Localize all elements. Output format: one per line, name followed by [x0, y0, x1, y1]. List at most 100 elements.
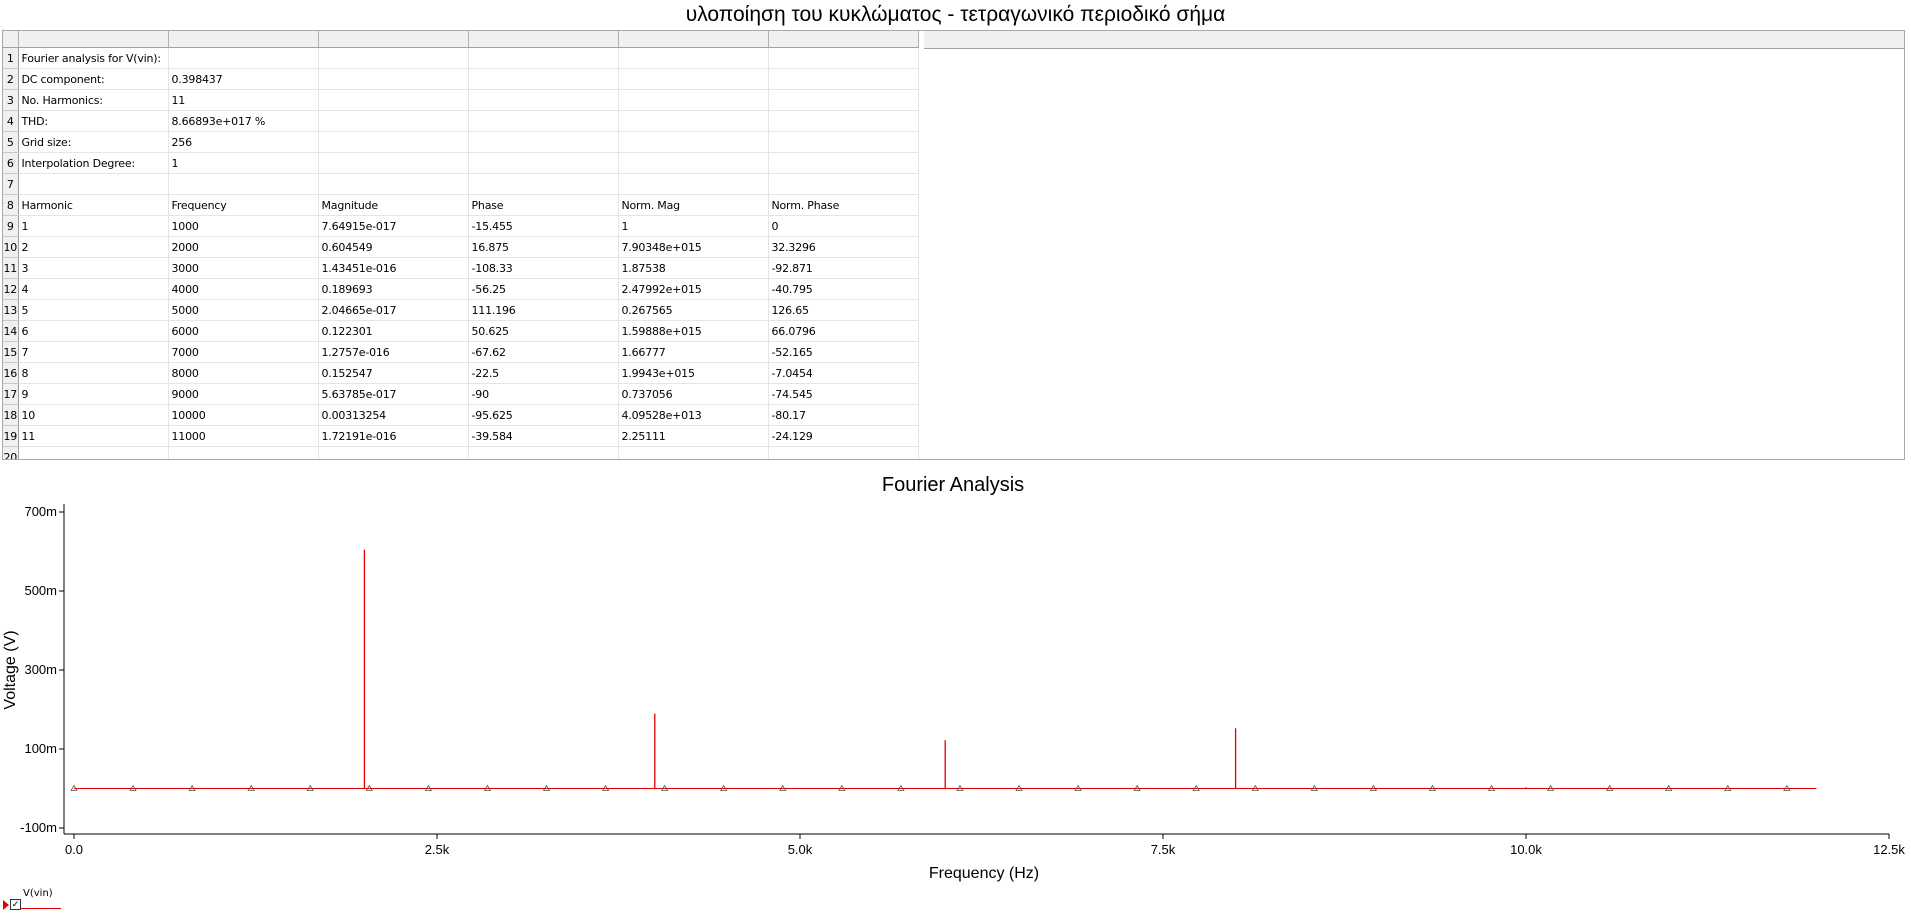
table-cell[interactable]: 3 [18, 257, 169, 279]
row-number[interactable]: 3 [3, 89, 19, 111]
table-cell[interactable]: 66.0796 [768, 320, 919, 342]
row-number[interactable]: 14 [3, 320, 19, 342]
row-number[interactable]: 19 [3, 425, 19, 447]
table-cell[interactable]: -22.5 [468, 362, 619, 384]
table-cell[interactable]: 0.398437 [168, 68, 319, 90]
table-cell[interactable]: Norm. Mag [618, 194, 769, 216]
table-cell[interactable]: 0.737056 [618, 383, 769, 405]
table-cell[interactable]: Fourier analysis for V(vin): [18, 47, 169, 69]
table-cell[interactable]: 2000 [168, 236, 319, 258]
table-cell[interactable]: 4000 [168, 278, 319, 300]
row-number[interactable]: 20 [3, 446, 19, 459]
row-number[interactable]: 1 [3, 47, 19, 69]
column-header[interactable] [168, 31, 319, 48]
table-cell[interactable] [768, 446, 919, 459]
table-cell[interactable] [318, 173, 469, 195]
table-cell[interactable]: 0.604549 [318, 236, 469, 258]
column-header[interactable] [18, 31, 169, 48]
row-number[interactable]: 6 [3, 152, 19, 174]
table-cell[interactable]: -74.545 [768, 383, 919, 405]
row-number[interactable]: 11 [3, 257, 19, 279]
table-cell[interactable]: 7 [18, 341, 169, 363]
table-cell[interactable]: 11000 [168, 425, 319, 447]
row-number[interactable]: 10 [3, 236, 19, 258]
table-cell[interactable]: 4.09528e+013 [618, 404, 769, 426]
table-cell[interactable] [768, 131, 919, 153]
table-cell[interactable]: 2.25111 [618, 425, 769, 447]
table-cell[interactable]: 1.72191e-016 [318, 425, 469, 447]
table-cell[interactable]: 1 [18, 215, 169, 237]
table-cell[interactable]: 9000 [168, 383, 319, 405]
table-cell[interactable] [318, 131, 469, 153]
table-cell[interactable]: 111.196 [468, 299, 619, 321]
table-cell[interactable]: -92.871 [768, 257, 919, 279]
table-cell[interactable]: 2 [18, 236, 169, 258]
row-number[interactable]: 18 [3, 404, 19, 426]
table-cell[interactable]: 11 [168, 89, 319, 111]
table-cell[interactable]: Grid size: [18, 131, 169, 153]
table-cell[interactable]: 1.2757e-016 [318, 341, 469, 363]
table-cell[interactable] [318, 68, 469, 90]
row-number[interactable]: 5 [3, 131, 19, 153]
table-cell[interactable] [618, 173, 769, 195]
table-cell[interactable]: 11 [18, 425, 169, 447]
column-header[interactable] [768, 31, 919, 48]
table-cell[interactable]: 5 [18, 299, 169, 321]
table-cell[interactable] [468, 89, 619, 111]
table-cell[interactable]: Frequency [168, 194, 319, 216]
table-cell[interactable] [768, 152, 919, 174]
row-number[interactable]: 9 [3, 215, 19, 237]
table-cell[interactable] [18, 173, 169, 195]
column-header[interactable] [318, 31, 469, 48]
table-cell[interactable]: 0.152547 [318, 362, 469, 384]
table-cell[interactable]: 10 [18, 404, 169, 426]
table-cell[interactable]: 16.875 [468, 236, 619, 258]
table-cell[interactable]: -15.455 [468, 215, 619, 237]
table-cell[interactable] [318, 47, 469, 69]
row-number[interactable]: 2 [3, 68, 19, 90]
table-cell[interactable] [468, 152, 619, 174]
table-cell[interactable]: 2.47992e+015 [618, 278, 769, 300]
table-cell[interactable]: 3000 [168, 257, 319, 279]
table-cell[interactable]: 1.43451e-016 [318, 257, 469, 279]
table-cell[interactable]: -108.33 [468, 257, 619, 279]
row-number[interactable]: 16 [3, 362, 19, 384]
table-cell[interactable] [468, 68, 619, 90]
table-cell[interactable] [618, 68, 769, 90]
table-cell[interactable]: 5000 [168, 299, 319, 321]
table-cell[interactable]: 7000 [168, 341, 319, 363]
table-cell[interactable] [768, 68, 919, 90]
table-cell[interactable]: 32.3296 [768, 236, 919, 258]
table-cell[interactable]: 1.9943e+015 [618, 362, 769, 384]
table-cell[interactable]: 4 [18, 278, 169, 300]
table-cell[interactable] [618, 110, 769, 132]
table-cell[interactable] [318, 152, 469, 174]
table-cell[interactable]: 50.625 [468, 320, 619, 342]
table-cell[interactable]: 9 [18, 383, 169, 405]
table-cell[interactable]: No. Harmonics: [18, 89, 169, 111]
results-spreadsheet[interactable]: 1 Fourier analysis for V(vin): 2 DC compone… [2, 30, 1905, 460]
table-cell[interactable] [318, 446, 469, 459]
table-cell[interactable] [768, 89, 919, 111]
table-cell[interactable] [468, 173, 619, 195]
table-cell[interactable]: 10000 [168, 404, 319, 426]
table-cell[interactable] [618, 152, 769, 174]
table-cell[interactable]: 126.65 [768, 299, 919, 321]
table-cell[interactable] [168, 446, 319, 459]
row-number[interactable]: 17 [3, 383, 19, 405]
table-cell[interactable]: -67.62 [468, 341, 619, 363]
table-cell[interactable] [768, 173, 919, 195]
row-number[interactable]: 15 [3, 341, 19, 363]
table-cell[interactable] [468, 110, 619, 132]
table-cell[interactable] [318, 89, 469, 111]
table-cell[interactable]: Norm. Phase [768, 194, 919, 216]
table-cell[interactable] [18, 446, 169, 459]
row-number[interactable]: 12 [3, 278, 19, 300]
row-number[interactable]: 4 [3, 110, 19, 132]
table-cell[interactable]: 256 [168, 131, 319, 153]
table-cell[interactable]: 7.90348e+015 [618, 236, 769, 258]
table-cell[interactable] [318, 110, 469, 132]
table-cell[interactable] [618, 131, 769, 153]
table-cell[interactable]: 0 [768, 215, 919, 237]
row-number[interactable]: 7 [3, 173, 19, 195]
